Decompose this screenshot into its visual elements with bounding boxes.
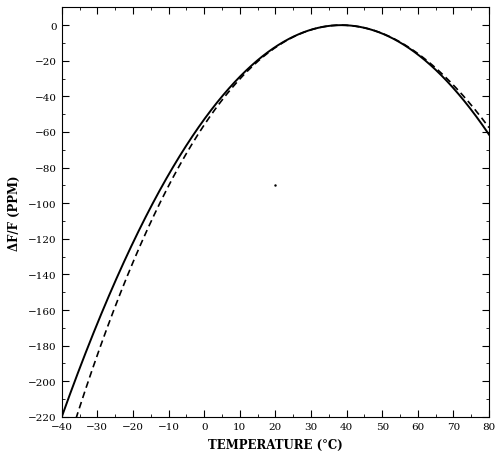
X-axis label: TEMPERATURE (°C): TEMPERATURE (°C): [208, 438, 343, 451]
Y-axis label: ΔF/F (PPM): ΔF/F (PPM): [9, 175, 21, 250]
